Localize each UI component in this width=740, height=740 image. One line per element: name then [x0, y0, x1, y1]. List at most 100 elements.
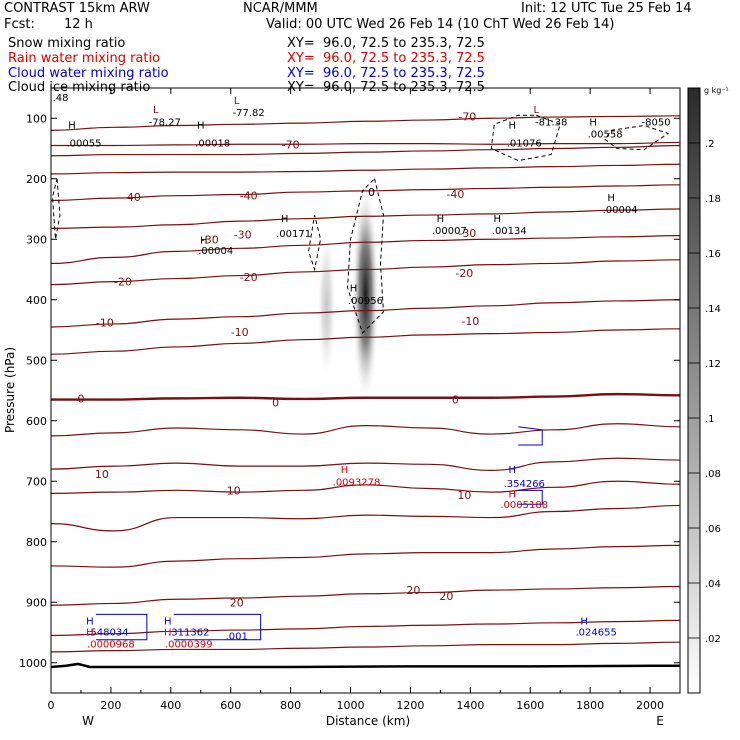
x-tick-label-2: 400: [160, 699, 181, 712]
temp-contour--10-9: [51, 328, 680, 355]
valid-time: Valid: 00 UTC Wed 26 Feb 14 (10 ChT Wed …: [266, 17, 615, 32]
extremum-label-29: .0093278: [333, 477, 381, 488]
y-tick-label-1: 200: [26, 173, 47, 186]
contour-label-12: -10: [231, 326, 249, 339]
extremum-label-31: .354266: [504, 479, 545, 490]
contour-label-19: 10: [457, 489, 471, 502]
extremum-label-44: .024655: [575, 627, 616, 638]
extremum-label-16: H: [607, 193, 615, 204]
contour-label-7: -30: [458, 227, 476, 240]
temp-contour--30-5: [51, 208, 680, 229]
colorbar-label-0: .02: [705, 634, 721, 645]
extremum-label-0: L: [234, 96, 240, 107]
colorbar-label-6: .14: [705, 304, 721, 315]
extremum-label-13: H: [589, 117, 597, 128]
extremum-label-26: H: [350, 284, 358, 295]
cloud-ice-contour-2: [604, 124, 670, 151]
extremum-label-41: .0000399: [165, 639, 213, 650]
x-tick-label-8: 1600: [516, 699, 544, 712]
snow-shading-1: [316, 227, 337, 385]
field-name-rain: Rain water mixing ratio: [8, 51, 161, 66]
y-tick-label-2: 300: [26, 233, 47, 246]
colorbar-ramp: [687, 87, 701, 694]
cloud-ice-contour-4: [308, 214, 322, 272]
extremum-label-19: .00171: [276, 229, 311, 240]
extremum-label-17: .00004: [603, 205, 638, 216]
colorbar-unit: g kg⁻¹: [704, 86, 729, 95]
y-tick-label-6: 700: [26, 475, 47, 488]
extremum-label-7: H: [68, 120, 76, 131]
y-axis-title: Pressure (hPa): [3, 347, 17, 433]
contour-label-5: -30: [201, 233, 219, 246]
x-tick-label-6: 1200: [396, 699, 424, 712]
endpoint-east: E: [656, 714, 664, 728]
colorbar-label-9: .2: [705, 139, 715, 150]
temp-contour-10-11: [51, 423, 680, 437]
x-tick-label-1: 200: [100, 699, 121, 712]
y-tick-label-3: 400: [26, 294, 47, 307]
colorbar-label-7: .16: [705, 249, 721, 260]
colorbar: .02 .04 .06 .08 .1 .12 .14 .16 .18 .2: [687, 87, 721, 694]
extremum-label-10: .00018: [195, 138, 230, 149]
y-tick-label-8: 900: [26, 596, 47, 609]
extremum-label-24: H: [494, 214, 502, 225]
extremum-label-27: .00956: [348, 296, 383, 307]
extremum-label-11: H: [509, 120, 517, 131]
temp-contour-10-13: [51, 480, 680, 494]
y-tick-label-7: 800: [26, 536, 47, 549]
temp-contour-20-17: [51, 619, 680, 637]
temp-contour-0-10: [51, 392, 680, 401]
field-name-snow: Snow mixing ratio: [8, 36, 126, 51]
contour-label-10: -20: [455, 267, 473, 280]
extremum-label-35: .548034: [87, 627, 128, 638]
extremum-label-39: .311362: [168, 627, 209, 638]
extremum-label-34: H: [86, 616, 94, 627]
temp-contour--70-0: [51, 115, 680, 131]
temp-contour-10-14: [51, 504, 680, 532]
temp-contour--50-3: [51, 163, 680, 175]
contour-label-8: -20: [114, 276, 132, 289]
extremum-label-14: .00558: [588, 129, 623, 140]
x-tick-label-9: 1800: [576, 699, 604, 712]
endpoint-west: W: [82, 714, 94, 728]
contour-label-11: -10: [96, 317, 114, 330]
contour-label-14: 0: [77, 392, 84, 405]
temp-contour--10-8: [51, 299, 680, 328]
extremum-label-9: H: [197, 120, 205, 131]
plot-border: [50, 87, 681, 694]
forecast-value: 12 h: [64, 17, 93, 32]
y-tick-label-5: 600: [26, 415, 47, 428]
x-tick-label-5: 1000: [337, 699, 365, 712]
contour-label-17: 10: [95, 468, 109, 481]
extremum-label-5: -81.38: [535, 117, 567, 128]
temp-contour-20-15: [51, 544, 680, 568]
contour-label-0: -70: [458, 110, 476, 123]
contour-label-18: 10: [227, 484, 241, 497]
extremum-label-18: H: [281, 214, 289, 225]
contour-label-22: 20: [439, 590, 453, 603]
cloud-water-contour-0: [95, 613, 148, 641]
contour-label-4: -40: [446, 188, 464, 201]
colorbar-label-8: .18: [705, 194, 721, 205]
contour-label-6: -30: [234, 228, 252, 241]
extremum-label-3: -78.27: [149, 117, 181, 128]
temp-contour--40-4: [51, 184, 680, 202]
extremum-label-38: H: [164, 616, 172, 627]
extremum-label-33: .0005188: [500, 500, 548, 511]
cloud-water-contour-1: [173, 613, 262, 641]
x-tick-label-3: 600: [220, 699, 241, 712]
axes-frame: 0 200 400 600 800 1000 1200 1400 1600 1800 2000100…: [19, 87, 681, 712]
plot-area: -70 -70 -40 -40 -40 -30 -30 -30 -20 -20 -20 -10 -10 -…: [39, 93, 680, 669]
extremum-label-6: -.1.48: [39, 93, 68, 104]
contour-label-15: 0: [272, 397, 279, 410]
temp-contour-20-16: [51, 585, 680, 606]
extremum-label-15: -8050: [642, 117, 671, 128]
x-tick-label-7: 1400: [456, 699, 484, 712]
extremum-label-30: H: [509, 465, 517, 476]
temp-contour--20-7: [51, 259, 680, 286]
colorbar-label-4: .1: [705, 414, 715, 425]
extremum-label-43: H: [580, 616, 588, 627]
extremum-label-21: .00004: [198, 246, 233, 257]
contour-label-3: -40: [240, 190, 258, 203]
cloud-ice-contour-3: [51, 178, 61, 240]
